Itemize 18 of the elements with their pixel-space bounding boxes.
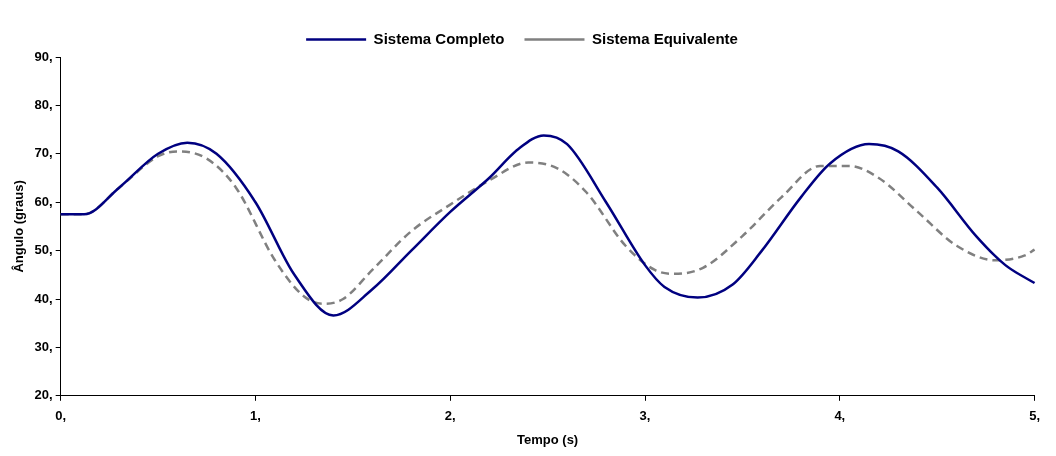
y-tick-label: 30,	[34, 338, 53, 354]
y-tick-label: 40,	[34, 290, 53, 306]
x-tick-label: 2,	[444, 408, 456, 424]
y-tick-label: 50,	[34, 242, 53, 258]
x-tick-label: 5,	[1029, 408, 1040, 424]
y-tick-label: 60,	[34, 193, 53, 209]
y-axis-title: Ângulo (graus)	[11, 180, 27, 273]
x-tick-label: 0,	[55, 408, 67, 424]
x-tick-label: 4,	[834, 408, 846, 424]
x-tick-label: 3,	[639, 408, 651, 424]
y-tick-label: 20,	[34, 387, 53, 403]
legend-label: Sistema Completo	[373, 29, 505, 47]
y-tick-label: 70,	[34, 145, 53, 161]
x-tick-label: 1,	[250, 408, 261, 424]
x-axis-title: Tempo (s)	[517, 431, 579, 447]
y-tick-label: 80,	[34, 96, 53, 112]
y-tick-label: 90,	[34, 48, 53, 64]
legend-label: Sistema Equivalente	[591, 29, 738, 47]
